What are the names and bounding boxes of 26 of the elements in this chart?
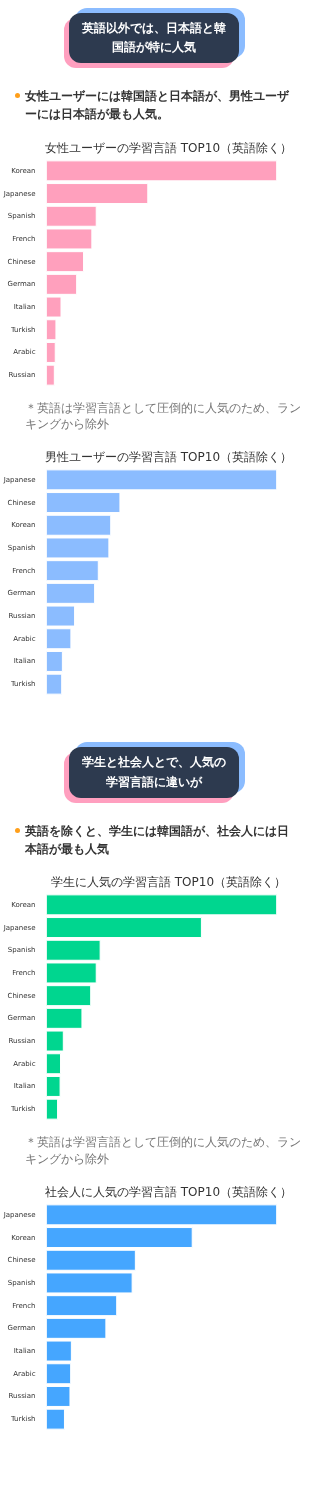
bar <box>46 469 278 491</box>
bar <box>46 1226 193 1248</box>
chart-title: 社会人に人気の学習言語 TOP10（英語除く） <box>44 1184 293 1199</box>
bar <box>46 894 278 916</box>
chart-title: 男性ユーザーの学習言語 TOP10（英語除く） <box>44 449 293 464</box>
bar <box>46 1098 59 1120</box>
text: 英語を除くと、学生には韓国語が、社会人には日本語が最も人気 <box>24 822 290 858</box>
bar <box>46 1204 278 1226</box>
bar <box>46 674 63 696</box>
text: 英語以外では、日本語と韓国語が特に人気 <box>69 13 239 64</box>
chart-title: 女性ユーザーの学習言語 TOP10（英語除く） <box>44 140 293 155</box>
bar <box>46 1075 61 1097</box>
bar <box>46 1385 71 1407</box>
bar <box>46 1408 65 1430</box>
bar <box>46 182 149 204</box>
bar <box>46 492 121 514</box>
chart-title: 学生に人気の学習言語 TOP10（英語除く） <box>50 874 287 889</box>
bar <box>46 159 278 181</box>
text: 学生と社会人とで、人気の学習言語に違いが <box>69 747 239 798</box>
bar <box>46 651 63 673</box>
bar <box>46 917 202 939</box>
text: ＊英語は学習言語として圧倒的に人気のため、ランキングから除外 <box>25 1133 302 1168</box>
bar <box>46 341 56 363</box>
bar <box>46 364 55 386</box>
text: 女性ユーザーには韓国語と日本語が、男性ユーザーには日本語が最も人気。 <box>24 88 290 124</box>
text: ＊英語は学習言語として圧倒的に人気のため、ランキングから除外 <box>25 399 302 434</box>
